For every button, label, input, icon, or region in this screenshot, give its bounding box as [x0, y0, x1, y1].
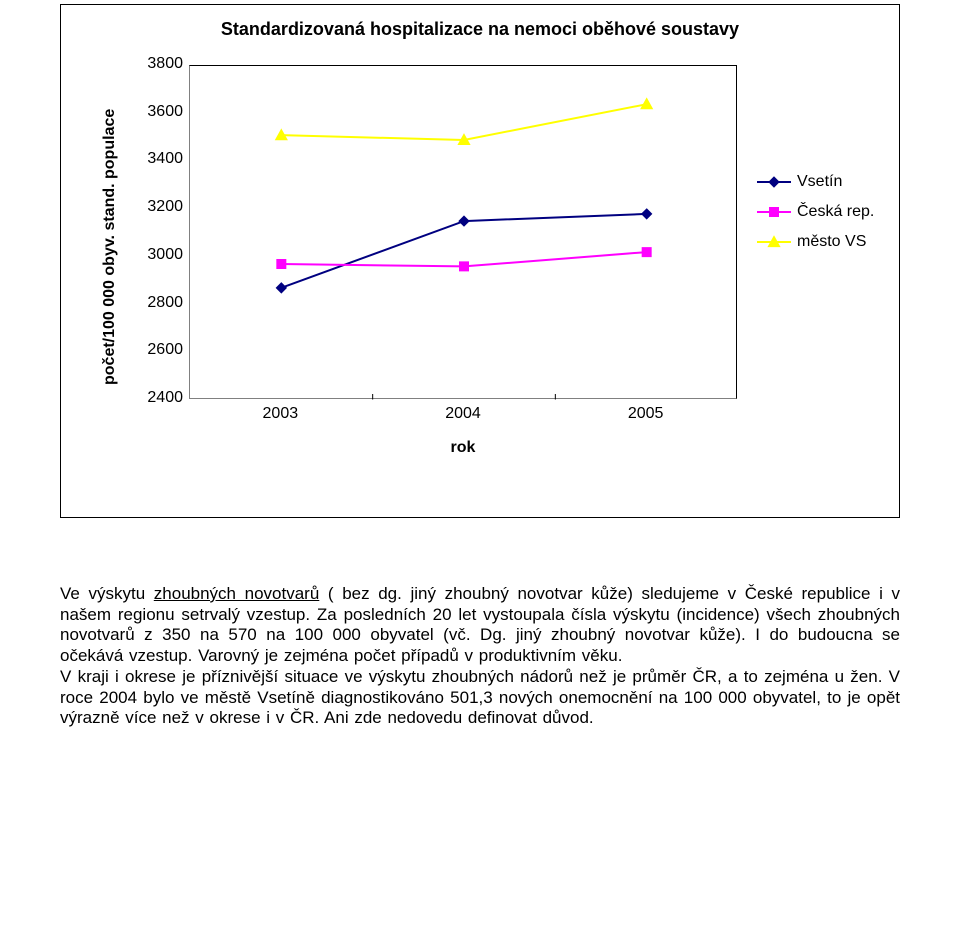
y-axis-title: počet/100 000 obyv. stand. populace: [101, 109, 119, 385]
x-tick-label: 2005: [616, 405, 676, 423]
legend: Vsetín Česká rep. město VS: [757, 173, 874, 251]
legend-item: město VS: [757, 233, 874, 251]
y-tick-label: 3800: [123, 55, 183, 73]
y-tick-label: 3000: [123, 246, 183, 264]
y-tick-label: 2600: [123, 341, 183, 359]
body-text: Ve výskytu zhoubných novotvarů ( bez dg.…: [60, 584, 900, 729]
y-tick-label: 3200: [123, 198, 183, 216]
legend-swatch: [757, 241, 791, 243]
legend-item: Česká rep.: [757, 203, 874, 221]
plot-svg: [190, 66, 738, 400]
legend-label: Česká rep.: [797, 203, 874, 221]
legend-swatch: [757, 181, 791, 183]
legend-label: Vsetín: [797, 173, 842, 191]
legend-label: město VS: [797, 233, 866, 251]
y-tick-label: 2400: [123, 389, 183, 407]
chart-frame: Standardizovaná hospitalizace na nemoci …: [60, 4, 900, 518]
x-tick-label: 2003: [250, 405, 310, 423]
legend-swatch: [757, 211, 791, 213]
x-tick-label: 2004: [433, 405, 493, 423]
legend-item: Vsetín: [757, 173, 874, 191]
page: Standardizovaná hospitalizace na nemoci …: [0, 0, 960, 929]
chart-title: Standardizovaná hospitalizace na nemoci …: [61, 19, 899, 40]
y-tick-label: 3600: [123, 103, 183, 121]
plot-area: [189, 65, 737, 399]
y-tick-label: 3400: [123, 150, 183, 168]
x-axis-title: rok: [189, 439, 737, 457]
y-tick-label: 2800: [123, 294, 183, 312]
